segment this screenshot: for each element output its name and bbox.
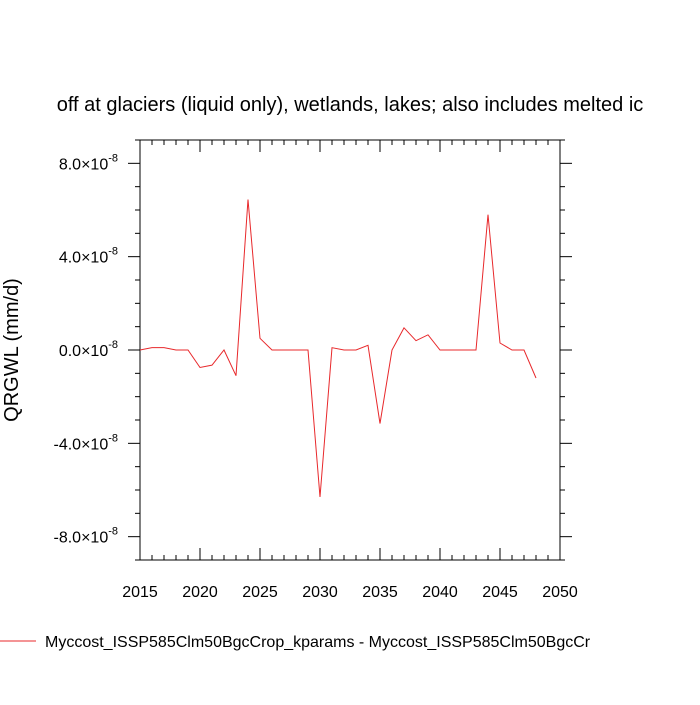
y-tick-labels: 8.0×10-8 4.0×10-8 0.0×10-8 -4.0×10-8 -8.0×10… <box>54 152 119 546</box>
y-tick-label: -8.0×10-8 <box>54 526 119 547</box>
y-tick-label: 8.0×10-8 <box>59 152 118 173</box>
legend-label: Myccost_ISSP585Clm50BgcCrop_kparams - My… <box>45 634 591 651</box>
x-tick-label: 2045 <box>482 584 518 601</box>
x-tick-label: 2050 <box>542 584 578 601</box>
y-tick-label: -4.0×10-8 <box>54 432 119 453</box>
axis-ticks <box>128 139 572 561</box>
series-line <box>139 199 537 498</box>
chart-title: off at glaciers (liquid only), wetlands,… <box>57 94 644 116</box>
series-layer <box>139 199 537 498</box>
x-tick-label: 2040 <box>422 584 458 601</box>
y-tick-label: 0.0×10-8 <box>59 339 118 360</box>
y-axis-label: QRGWL (mm/d) <box>1 278 23 422</box>
x-tick-label: 2015 <box>122 584 158 601</box>
x-tick-labels: 2015 2020 2025 2030 2035 2040 2045 2050 <box>122 584 578 601</box>
x-tick-label: 2025 <box>242 584 278 601</box>
x-tick-label: 2030 <box>302 584 338 601</box>
x-tick-label: 2035 <box>362 584 398 601</box>
legend: Myccost_ISSP585Clm50BgcCrop_kparams - My… <box>0 634 591 651</box>
x-tick-label: 2020 <box>182 584 218 601</box>
y-tick-label: 4.0×10-8 <box>59 246 118 267</box>
